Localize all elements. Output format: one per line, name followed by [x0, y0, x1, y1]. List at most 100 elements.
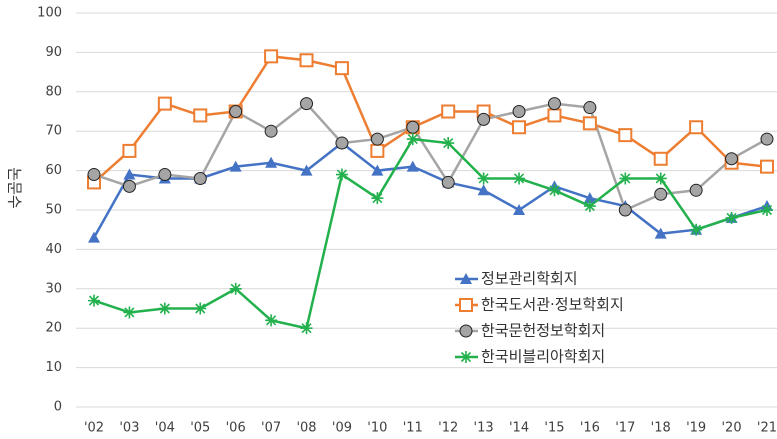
- marker: [725, 211, 738, 224]
- y-tick-label: 0: [54, 400, 62, 415]
- x-tick-label: '09: [332, 421, 352, 436]
- marker: [477, 172, 490, 185]
- marker: [406, 133, 419, 146]
- x-tick-label: '07: [261, 421, 281, 436]
- marker: [441, 104, 456, 119]
- x-tick-label: '20: [721, 421, 741, 436]
- y-tick-label: 50: [45, 203, 62, 218]
- marker: [87, 168, 101, 182]
- marker: [158, 302, 171, 315]
- marker: [334, 61, 349, 76]
- marker: [582, 116, 597, 131]
- marker: [690, 223, 703, 236]
- legend-label: 정보관리학회지: [481, 270, 578, 288]
- marker: [371, 164, 384, 176]
- legend-label: 한국문헌정보학회지: [481, 322, 605, 340]
- marker: [193, 108, 208, 123]
- marker: [265, 314, 278, 327]
- y-axis-label: 논문수: [6, 167, 24, 208]
- x-tick-label: '12: [438, 421, 458, 436]
- marker: [477, 184, 490, 196]
- legend-marker: [460, 273, 472, 284]
- x-tick-label: '16: [580, 421, 600, 436]
- marker: [193, 171, 207, 185]
- marker: [300, 322, 313, 335]
- y-tick-label: 40: [45, 242, 62, 257]
- marker: [299, 53, 314, 68]
- marker: [689, 183, 703, 197]
- x-tick-label: '10: [367, 421, 387, 436]
- x-tick-label: '17: [615, 421, 635, 436]
- marker: [300, 164, 313, 176]
- marker: [194, 302, 207, 315]
- marker: [513, 172, 526, 185]
- x-tick-label: '11: [403, 421, 423, 436]
- x-tick-label: '19: [686, 421, 706, 436]
- marker: [654, 227, 667, 239]
- marker: [88, 231, 100, 243]
- x-tick-label: '04: [155, 421, 175, 436]
- marker: [477, 112, 491, 126]
- y-tick-label: 90: [45, 45, 62, 60]
- marker: [654, 187, 668, 201]
- marker: [759, 159, 774, 174]
- marker: [123, 168, 136, 180]
- x-tick-label: '13: [474, 421, 494, 436]
- marker: [689, 120, 704, 135]
- legend-marker: [460, 351, 472, 363]
- x-tick-label: '14: [509, 421, 529, 436]
- marker: [406, 120, 420, 134]
- legend-label: 한국도서관·정보학회지: [481, 296, 624, 314]
- marker: [370, 143, 385, 158]
- marker: [512, 105, 526, 118]
- marker: [158, 168, 172, 182]
- x-tick-label: '06: [226, 421, 246, 436]
- y-tick-label: 30: [45, 281, 62, 296]
- y-tick-label: 60: [45, 163, 62, 178]
- marker: [442, 137, 455, 150]
- y-tick-label: 70: [45, 124, 62, 139]
- marker: [760, 132, 774, 146]
- marker: [335, 168, 348, 181]
- marker: [265, 156, 278, 168]
- marker: [264, 124, 278, 138]
- y-tick-label: 10: [45, 360, 62, 375]
- marker: [760, 204, 773, 216]
- y-tick-label: 20: [45, 321, 62, 336]
- marker: [583, 101, 597, 115]
- marker: [122, 179, 136, 193]
- x-tick-label: '18: [651, 421, 671, 436]
- marker: [654, 172, 667, 185]
- marker: [583, 200, 596, 213]
- x-tick-label: '21: [757, 421, 777, 436]
- marker: [229, 282, 242, 295]
- x-tick-label: '15: [544, 421, 564, 436]
- legend-marker: [459, 298, 473, 312]
- x-tick-label: '02: [84, 421, 104, 436]
- marker: [229, 105, 243, 118]
- x-tick-label: '05: [190, 421, 210, 436]
- marker: [618, 128, 633, 143]
- marker: [725, 152, 739, 166]
- marker: [157, 96, 172, 111]
- marker: [229, 160, 242, 172]
- y-tick-label: 80: [45, 84, 62, 99]
- marker: [441, 175, 455, 189]
- marker: [619, 172, 632, 185]
- y-tick-label: 100: [37, 6, 62, 21]
- marker: [371, 192, 384, 205]
- marker: [370, 132, 384, 146]
- marker: [335, 136, 349, 150]
- marker: [264, 49, 279, 64]
- marker: [653, 151, 668, 166]
- marker: [548, 184, 561, 197]
- legend-label: 한국비블리아학회지: [481, 348, 605, 366]
- marker: [406, 160, 419, 172]
- x-tick-label: '08: [296, 421, 316, 436]
- legend-marker: [459, 324, 473, 338]
- marker: [547, 108, 562, 123]
- x-tick-label: '03: [119, 421, 139, 436]
- marker: [513, 204, 526, 215]
